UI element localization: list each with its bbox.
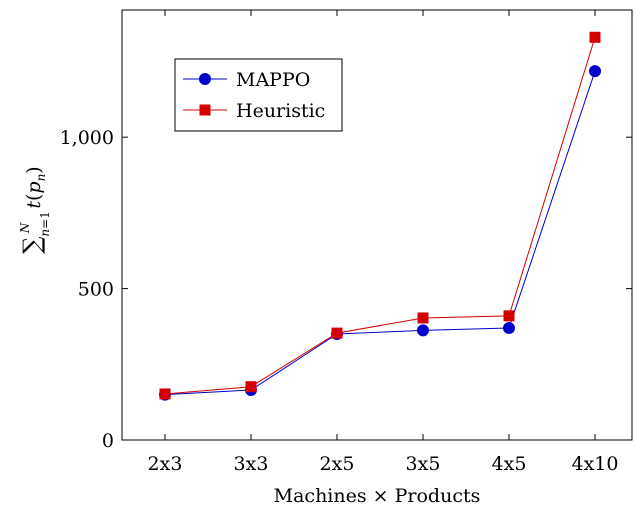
x-tick-label: 4x5	[492, 453, 527, 475]
x-tick-label: 4x10	[572, 453, 619, 475]
legend-marker-heuristic	[199, 104, 211, 116]
x-tick-label: 2x3	[148, 453, 183, 475]
legend-item-mappo: MAPPO	[183, 69, 310, 91]
y-axis-label-paren-close: )	[23, 166, 45, 173]
y-axis: 0 500 1,000	[60, 127, 632, 452]
data-point-heuristic	[503, 310, 515, 322]
x-axis: 2x3 3x3 2x5 3x5 4x5 4x10	[148, 10, 619, 475]
y-axis-label-text: ∑n=1Nt(pn)	[18, 166, 52, 253]
y-axis-label-sigma: ∑	[18, 237, 46, 254]
legend-item-heuristic: Heuristic	[183, 100, 325, 122]
x-axis-label: Machines × Products	[274, 485, 481, 507]
y-axis-label-t: t	[23, 201, 45, 209]
x-tick-label: 3x5	[406, 453, 441, 475]
legend-box	[174, 58, 343, 132]
data-point-heuristic	[245, 381, 257, 393]
legend-marker-mappo	[199, 73, 211, 85]
series-line-mappo	[164, 71, 596, 396]
data-point-mappo	[417, 324, 429, 337]
data-point-heuristic	[589, 31, 601, 43]
data-point-heuristic	[159, 388, 171, 400]
y-axis-label-sub: n	[34, 174, 48, 182]
y-axis-label-lower: n	[38, 229, 52, 237]
y-tick-label: 500	[78, 279, 114, 301]
data-point-heuristic	[417, 312, 429, 324]
legend-label-mappo: MAPPO	[236, 69, 310, 91]
series-line-heuristic	[164, 37, 596, 395]
x-tick-label: 2x5	[320, 453, 355, 475]
data-point-mappo	[503, 321, 515, 334]
y-axis-label-p: p	[23, 181, 45, 193]
y-axis-label-upper: N	[18, 222, 32, 234]
plot-frame	[121, 9, 633, 441]
series-layer	[159, 31, 601, 401]
y-tick-label: 1,000	[60, 127, 114, 149]
plot-area	[121, 9, 633, 441]
x-tick-label: 3x3	[234, 453, 269, 475]
y-axis-label-lower-eq: =1	[38, 211, 52, 229]
legend-label-heuristic: Heuristic	[236, 100, 325, 122]
legend: MAPPO Heuristic	[174, 58, 343, 132]
y-tick-label: 0	[102, 430, 114, 452]
y-axis-label: ∑n=1Nt(pn)	[18, 166, 52, 253]
data-point-mappo	[589, 65, 601, 78]
y-axis-label-paren-open: (	[23, 194, 45, 201]
data-point-heuristic	[331, 327, 343, 339]
series-heuristic	[159, 31, 601, 400]
